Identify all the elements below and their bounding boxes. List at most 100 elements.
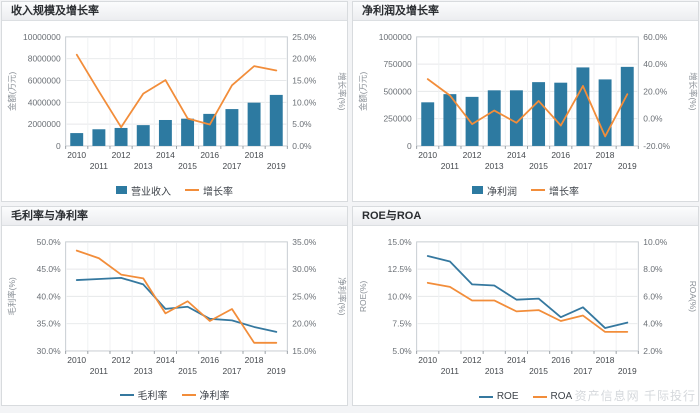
line-swatch-icon (119, 393, 134, 396)
legend-item-增长率[interactable]: 增长率 (185, 183, 233, 198)
svg-text:金额(万元): 金额(万元) (358, 72, 368, 112)
chart-panel-roe-roa: ROE与ROA 5.0% 7.5% 10.0% 12.5% 15.0% 2.0% 4.0% 6… (352, 205, 699, 406)
svg-text:2018: 2018 (596, 354, 615, 364)
svg-text:15.0%: 15.0% (292, 345, 316, 355)
panel-title: 净利润及增长率 (353, 2, 698, 21)
legend-label: 净利率 (199, 391, 230, 402)
svg-text:2019: 2019 (618, 161, 637, 171)
svg-text:20.0%: 20.0% (292, 54, 316, 64)
svg-text:2014: 2014 (507, 150, 526, 160)
chart-panel-net-profit-growth: 净利润及增长率 0 250000 500000 750000 1000000 -20.0%… (352, 1, 699, 202)
svg-text:2015: 2015 (178, 161, 197, 171)
svg-text:2012: 2012 (463, 354, 482, 364)
svg-text:20.0%: 20.0% (643, 86, 667, 96)
panel-title: 收入规模及增长率 (2, 2, 347, 21)
line-swatch-icon (185, 189, 199, 191)
svg-text:金额(万元): 金额(万元) (7, 72, 17, 112)
svg-text:10.0%: 10.0% (292, 97, 316, 107)
chart-legend: ROE ROA (353, 391, 698, 402)
legend-item-净利润[interactable]: 净利润 (472, 183, 517, 198)
svg-text:8.0%: 8.0% (643, 264, 663, 274)
svg-text:35.0%: 35.0% (292, 236, 316, 246)
svg-text:2013: 2013 (134, 161, 153, 171)
svg-text:2019: 2019 (618, 365, 637, 375)
net-profit-growth-chart: 0 250000 500000 750000 1000000 -20.0% 0.0% 20.0… (358, 32, 698, 171)
legend-item-营业收入[interactable]: 营业收入 (116, 183, 171, 198)
svg-text:2016: 2016 (200, 354, 219, 364)
revenue-growth-chart: 0 2000000 4000000 6000000 8000000 10000000 0.0… (7, 32, 347, 171)
svg-text:50.0%: 50.0% (37, 236, 61, 246)
svg-text:0: 0 (407, 141, 412, 151)
svg-text:6.0%: 6.0% (643, 291, 663, 301)
legend-label: 毛利率 (137, 391, 168, 402)
svg-text:2016: 2016 (551, 354, 570, 364)
svg-text:2011: 2011 (441, 365, 459, 375)
svg-text:250000: 250000 (383, 114, 411, 124)
svg-text:25.0%: 25.0% (292, 32, 316, 42)
svg-text:2013: 2013 (485, 365, 504, 375)
bar-swatch-icon (116, 186, 127, 194)
watermark: 资产信息网 千际投行 (574, 389, 696, 403)
legend-item-ROE[interactable]: ROE (478, 391, 519, 402)
chart-legend: 毛利率 净利率 (2, 387, 347, 402)
legend-item-毛利率[interactable]: 毛利率 (119, 387, 168, 402)
legend-label: 增长率 (203, 186, 233, 198)
svg-text:10000000: 10000000 (23, 32, 61, 42)
svg-text:2018: 2018 (596, 150, 615, 160)
svg-text:ROA(%): ROA(%) (688, 280, 698, 312)
svg-text:1000000: 1000000 (379, 32, 412, 42)
svg-text:5.0%: 5.0% (292, 119, 312, 129)
svg-text:40.0%: 40.0% (37, 291, 61, 301)
panel-title: 毛利率与净利率 (2, 206, 347, 226)
chart-canvas: 5.0% 7.5% 10.0% 12.5% 15.0% 2.0% 4.0% 6.0% 8.0% 1… (353, 226, 698, 406)
svg-text:2015: 2015 (529, 365, 548, 375)
svg-text:0.0%: 0.0% (292, 141, 312, 151)
panel-title: ROE与ROA (353, 206, 698, 226)
svg-text:2017: 2017 (574, 365, 593, 375)
legend-item-增长率[interactable]: 增长率 (531, 183, 579, 198)
svg-text:40.0%: 40.0% (643, 59, 667, 69)
svg-text:2018: 2018 (245, 150, 264, 160)
svg-text:毛利率(%): 毛利率(%) (7, 277, 17, 316)
svg-text:2019: 2019 (267, 161, 286, 171)
svg-text:60.0%: 60.0% (643, 32, 667, 42)
chart-canvas: 30.0% 35.0% 40.0% 45.0% 50.0% 15.0% 20.0% 25.0%… (2, 226, 347, 406)
svg-text:10.0%: 10.0% (388, 291, 412, 301)
svg-text:15.0%: 15.0% (292, 75, 316, 85)
svg-text:2010: 2010 (67, 150, 86, 160)
svg-text:25.0%: 25.0% (292, 291, 316, 301)
svg-text:6000000: 6000000 (28, 75, 61, 85)
legend-label: 净利润 (487, 186, 517, 198)
svg-text:2016: 2016 (200, 150, 219, 160)
svg-text:2011: 2011 (441, 161, 459, 171)
line-swatch-icon (531, 189, 545, 191)
legend-item-ROA[interactable]: ROA (532, 391, 573, 402)
svg-text:2017: 2017 (574, 161, 593, 171)
svg-text:ROE(%): ROE(%) (358, 280, 368, 312)
svg-text:2017: 2017 (223, 365, 242, 375)
chart-panel-margins: 毛利率与净利率 30.0% 35.0% 40.0% 45.0% 50.0% 15.0% 20… (1, 205, 348, 406)
legend-label: ROE (496, 391, 519, 402)
svg-text:2000000: 2000000 (28, 119, 61, 129)
svg-text:30.0%: 30.0% (292, 264, 316, 274)
svg-text:2012: 2012 (463, 150, 482, 160)
svg-text:2017: 2017 (223, 161, 242, 171)
svg-text:2011: 2011 (90, 161, 108, 171)
line-swatch-icon (181, 393, 196, 396)
legend-item-净利率[interactable]: 净利率 (181, 387, 230, 402)
svg-text:2018: 2018 (245, 354, 264, 364)
svg-text:2010: 2010 (418, 150, 437, 160)
svg-text:8000000: 8000000 (28, 54, 61, 64)
svg-text:15.0%: 15.0% (388, 236, 412, 246)
legend-label: 增长率 (549, 186, 579, 198)
chart-panel-revenue-growth: 收入规模及增长率 0 2000000 4000000 6000000 8000000 10… (1, 1, 348, 202)
svg-text:2012: 2012 (112, 354, 131, 364)
svg-text:2010: 2010 (67, 354, 86, 364)
line-swatch-icon (532, 395, 547, 398)
svg-text:10.0%: 10.0% (643, 236, 667, 246)
svg-text:30.0%: 30.0% (37, 345, 61, 355)
legend-label: ROA (550, 391, 573, 402)
svg-text:20.0%: 20.0% (292, 318, 316, 328)
